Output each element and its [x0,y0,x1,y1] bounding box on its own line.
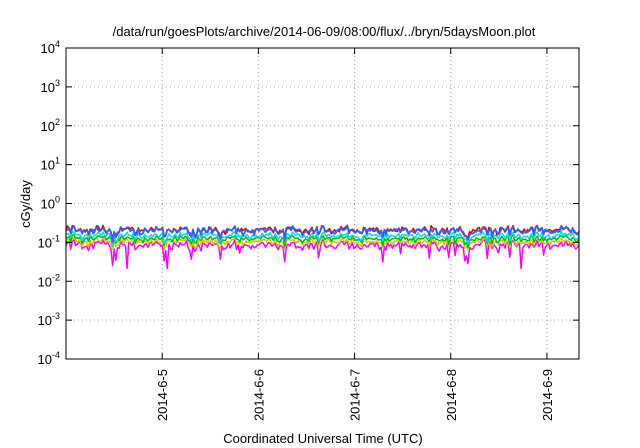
series-line-2 [65,236,580,251]
y-tick-label: 10-1 [38,233,60,250]
y-tick-label: 101 [41,156,60,173]
y-tick-label: 104 [41,39,60,56]
series-layer [65,224,580,270]
y-tick-label: 100 [41,195,60,212]
series-line-4 [65,230,580,247]
y-axis-label: cGy/day [18,180,33,228]
y-axis: 10-4 10-3 10-2 10-1 100 101 102 103 104 [38,39,579,367]
series-line-6 [65,224,580,243]
x-axis: 2014-6-5 2014-6-6 2014-6-7 2014-6-8 2014-6-9 [155,48,555,421]
y-tick-label: 102 [41,117,60,134]
y-tick-label: 10-4 [38,350,60,367]
y-tick-label: 103 [41,78,60,95]
x-tick-label: 2014-6-8 [444,369,459,421]
series-line-1 [65,238,580,270]
x-tick-label: 2014-6-9 [540,369,555,421]
x-axis-label: Coordinated Universal Time (UTC) [223,431,422,446]
series-line-3 [65,233,580,249]
x-tick-label: 2014-6-5 [155,369,170,421]
x-tick-label: 2014-6-6 [251,369,266,421]
x-tick-label: 2014-6-7 [348,369,363,421]
chart-title: /data/run/goesPlots/archive/2014-06-09/0… [113,24,536,39]
y-tick-label: 10-2 [38,272,60,289]
y-tick-label: 10-3 [38,311,60,328]
grid [66,48,579,359]
